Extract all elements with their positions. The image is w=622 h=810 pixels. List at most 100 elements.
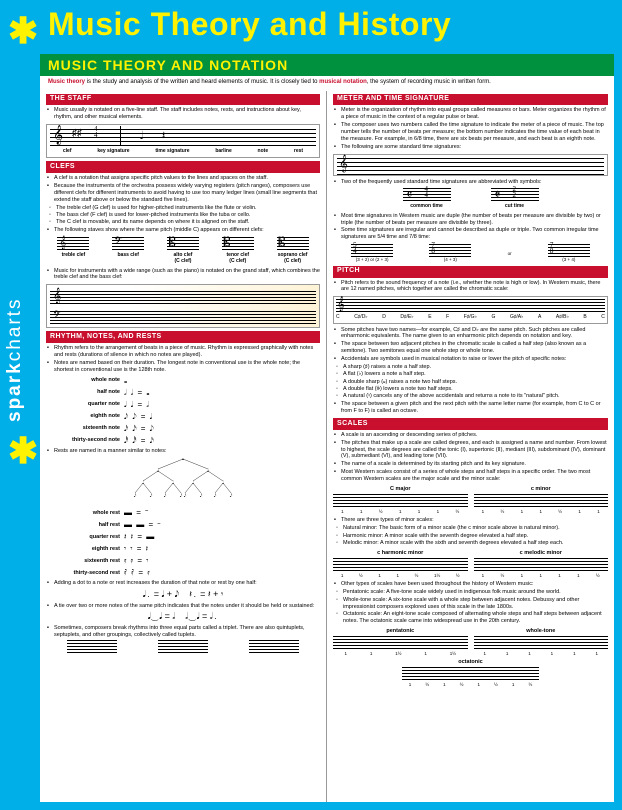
pitch-name: E <box>428 314 431 320</box>
svg-text:𝅝: 𝅝 <box>182 457 184 462</box>
rhythm-b6: Sometimes, composers break rhythms into … <box>54 625 320 639</box>
accidental-item: A flat (♭) lowers a note a half step. <box>343 371 608 378</box>
pitch-b3: The space between two adjacent pitches i… <box>341 341 608 355</box>
clefs-b1: A clef is a notation that assigns specif… <box>54 175 320 182</box>
note-row: half note𝅗𝅥 𝅗𝅥 = 𝅝 <box>46 388 320 398</box>
svg-text:𝅘𝅥: 𝅘𝅥 <box>142 480 144 486</box>
chromatic-scale: 𝄞 CC♯/D♭DD♯/E♭EFF♯/G♭GG♯/A♭AA♯/B♭BC <box>333 296 608 323</box>
clefs-s2: The bass clef (F clef) is used for lower… <box>56 212 320 219</box>
note-row: sixteenth note𝅘𝅥𝅯 𝅘𝅥𝅯 = 𝅘𝅥𝅮 <box>46 424 320 434</box>
pitch-name: C <box>601 314 605 320</box>
pitch-name: A <box>538 314 541 320</box>
accidental-item: A natural (♮) cancels any of the above a… <box>343 393 608 400</box>
svg-text:𝅘𝅥𝅮: 𝅘𝅥𝅮 <box>200 493 203 499</box>
pitch-name: B <box>583 314 586 320</box>
svg-text:𝅘𝅥: 𝅘𝅥 <box>172 480 174 486</box>
time-sig-examples: 𝄞 <box>333 154 608 176</box>
pitch-name: D <box>382 314 386 320</box>
right-column: METER AND TIME SIGNATURE Meter is the or… <box>327 91 614 803</box>
accidental-item: A double sharp (𝄪) raises a note two hal… <box>343 379 608 386</box>
svg-text:𝅘𝅥𝅮: 𝅘𝅥𝅮 <box>214 493 217 499</box>
rhythm-b3: Rests are named in a manner similar to n… <box>54 448 320 455</box>
svg-text:𝅗𝅥: 𝅗𝅥 <box>157 468 159 474</box>
pitch-name: F <box>446 314 449 320</box>
irregular-ts-item: 78(3 + 4) <box>548 244 590 263</box>
meter-b2: The composer uses two numbers called the… <box>341 122 608 143</box>
staff-label: key signature <box>97 148 129 154</box>
note-values: whole note𝅝 half note𝅗𝅥 𝅗𝅥 = 𝅝 quarter not… <box>46 376 320 446</box>
scales-o2: Whole-tone scale: A six-tone scale with … <box>343 597 608 611</box>
clef-examples: 𝄞treble clef𝄢bass clef𝄡alto clef (C clef… <box>46 237 320 265</box>
note-row: quarter rest𝄽 𝄽 = ▬ <box>46 532 320 542</box>
asterisk-icon: ✱ <box>8 430 38 472</box>
common-cut-row: 𝄴44 common time 𝄵22 cut time <box>333 188 608 209</box>
staff-label: clef <box>63 148 72 154</box>
section-header-scales: SCALES <box>333 418 608 430</box>
staff-label: barline <box>215 148 231 154</box>
scales-b3: The name of a scale is determined by its… <box>341 461 608 468</box>
staff-diagram: 𝄞 ♯♯ 44 𝅘𝅥 𝄽 clefkey signaturetime signa… <box>46 124 320 158</box>
note-row: eighth note𝅘𝅥𝅮 𝅘𝅥𝅮 = 𝅘𝅥 <box>46 412 320 422</box>
rhythm-b5: A tie over two or more notes of the same… <box>54 603 320 610</box>
staff-intro: Music usually is notated on a five-line … <box>54 107 320 121</box>
meter-b6: Some time signatures are irregular and c… <box>341 227 608 241</box>
section-header-clefs: CLEFS <box>46 161 320 173</box>
clefs-s1: The treble clef (G clef) is used for hig… <box>56 205 320 212</box>
scales-b5: There are three types of minor scales: <box>341 517 608 524</box>
clef-item: 𝄡soprano clef (C clef) <box>277 237 309 265</box>
dot-example: 𝅘𝅥․ = 𝅘𝅥 + 𝅘𝅥𝅮 𝄽․ = 𝄽 + 𝄾 <box>46 589 320 600</box>
common-time: 𝄴44 common time <box>403 188 451 209</box>
pitch-name: G <box>491 314 495 320</box>
clef-item: 𝄢bass clef <box>112 237 144 265</box>
document-title: Music Theory and History <box>48 6 451 43</box>
other-scales-1: pentatonic111½11½ whole-tone111111 <box>333 628 608 657</box>
clefs-b2: Because the instruments of the orchestra… <box>54 183 320 204</box>
scales-b2: The pitches that make up a scale are cal… <box>341 440 608 461</box>
note-row: whole note𝅝 <box>46 376 320 386</box>
scales-o1: Pentatonic scale: A five-tone scale wide… <box>343 589 608 596</box>
staff-labels: clefkey signaturetime signaturebarlineno… <box>50 148 316 154</box>
pitch-name: D♯/E♭ <box>400 314 413 320</box>
note-row: sixteenth rest𝄿 𝄿 = 𝄾 <box>46 556 320 566</box>
clefs-b3: The following staves show where the same… <box>54 227 320 234</box>
scales-m1: Natural minor: The basic form of a minor… <box>343 525 608 532</box>
note-row: quarter note𝅘𝅥 𝅘𝅥 = 𝅗𝅥 <box>46 400 320 410</box>
scales-m2: Harmonic minor: A minor scale with the s… <box>343 533 608 540</box>
page-header: MUSIC THEORY AND NOTATION <box>40 54 614 76</box>
pitch-b1: Pitch refers to the sound frequency of a… <box>341 280 608 294</box>
scales-o3: Octatonic scale: An eight-tone scale com… <box>343 611 608 625</box>
note-row: half rest▬ ▬ = 𝄼 <box>46 520 320 530</box>
irregular-ts-item: or <box>508 251 512 257</box>
page: MUSIC THEORY AND NOTATION Music theory i… <box>40 54 614 802</box>
scales-b4: Most Western scales consist of a series … <box>341 469 608 483</box>
pitch-name: C <box>336 314 340 320</box>
brand-sidebar: sparkcharts <box>4 298 26 422</box>
rhythm-b1: Rhythm refers to the arrangement of beat… <box>54 345 320 359</box>
scales-b1: A scale is an ascending or descending se… <box>341 432 608 439</box>
accidental-item: A double flat (𝄫) lowers a note two half… <box>343 386 608 393</box>
irregular-ts-item: 54(3 + 2) or (2 + 3) <box>351 244 393 263</box>
pitch-b2: Some pitches have two names—for example,… <box>341 327 608 341</box>
rhythm-b2: Notes are named based on their duration.… <box>54 360 320 374</box>
rest-tree: 𝅝 𝅗𝅥𝅗𝅥 𝅘𝅥𝅘𝅥𝅘𝅥𝅘𝅥 𝅘𝅥𝅮𝅘𝅥𝅮𝅘𝅥𝅮𝅘𝅥𝅮 𝅘𝅥𝅮𝅘𝅥𝅮𝅘𝅥𝅮𝅘𝅥… <box>46 457 320 505</box>
irregular-ts-item: 78(4 + 3) <box>429 244 471 263</box>
irregular-ts: 54(3 + 2) or (2 + 3) 78(4 + 3) or 78(3 + 4) <box>333 244 608 263</box>
accidental-item: A sharp (♯) raises a note a half step. <box>343 364 608 371</box>
scales-m3: Melodic minor: A minor scale with the si… <box>343 540 608 547</box>
note-row: thirty-second note𝅘𝅥𝅰 𝅘𝅥𝅰 = 𝅘𝅥𝅯 <box>46 436 320 446</box>
asterisk-icon: ✱ <box>8 10 38 52</box>
meter-b4: Two of the frequently used standard time… <box>341 179 608 186</box>
section-header-rhythm: RHYTHM, NOTES, AND RESTS <box>46 331 320 343</box>
cut-time: 𝄵22 cut time <box>491 188 539 209</box>
meter-b3: The following are some standard time sig… <box>341 144 608 151</box>
pitch-b4: Accidentals are symbols used in musical … <box>341 356 608 363</box>
note-row: thirty-second rest𝅀 𝅀 = 𝄿 <box>46 568 320 578</box>
section-header-pitch: PITCH <box>333 266 608 278</box>
tuplet-examples <box>46 640 320 655</box>
note-row: eighth rest𝄾 𝄾 = 𝄽 <box>46 544 320 554</box>
left-column: THE STAFF Music usually is notated on a … <box>40 91 327 803</box>
note-row: whole rest▬ = 𝄻 <box>46 508 320 518</box>
clef-item: 𝄡tenor clef (C clef) <box>222 237 254 265</box>
minor-variants: c harmonic minor1½11½1½½ c melodic minor… <box>333 550 608 579</box>
staff-label: rest <box>294 148 303 154</box>
